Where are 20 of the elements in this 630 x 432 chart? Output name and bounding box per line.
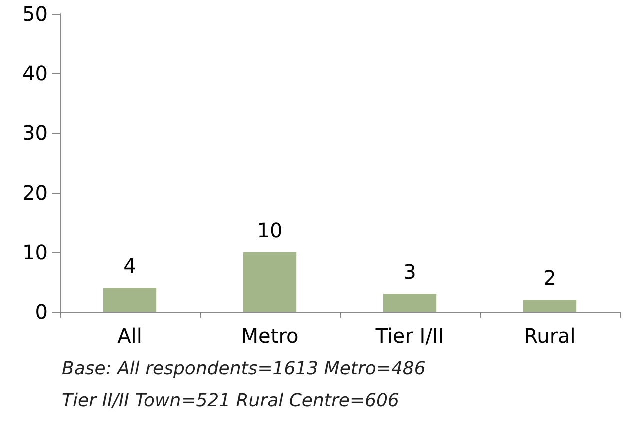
x-tick-label: Rural	[524, 324, 576, 348]
bar	[103, 288, 157, 312]
y-tick-label: 50	[22, 2, 48, 26]
y-tick-label: 0	[35, 300, 48, 324]
data-label: 2	[544, 266, 556, 290]
data-label: 10	[257, 218, 283, 242]
y-tick-label: 10	[22, 240, 48, 264]
text: Tier II/II Town=521 Rural Centre=606	[62, 390, 400, 412]
y-tick-label: 30	[22, 121, 48, 146]
data-label: 4	[124, 254, 136, 278]
bar	[243, 252, 297, 312]
data-label: 3	[404, 260, 416, 284]
x-tick-label: Tier I/II	[374, 324, 444, 348]
text: Base: All respondents=1613 Metro=486	[62, 358, 426, 380]
bar	[383, 294, 437, 312]
x-tick-label: All	[118, 324, 142, 348]
x-tick-label: Metro	[241, 324, 299, 348]
bar	[523, 300, 577, 312]
y-tick-label: 40	[22, 62, 48, 86]
y-tick-label: 20	[22, 180, 48, 205]
